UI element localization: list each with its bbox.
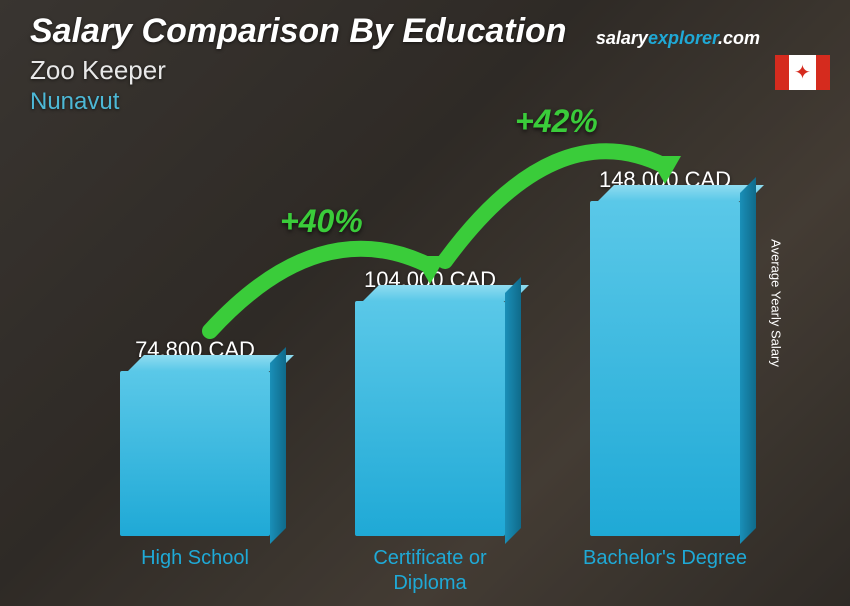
bar-group: 74,800 CADHigh School bbox=[120, 337, 270, 536]
header: Salary Comparison By Education Zoo Keepe… bbox=[30, 12, 567, 116]
country-flag-icon: ✦ bbox=[775, 55, 830, 90]
bar-category-label: Bachelor's Degree bbox=[570, 546, 760, 571]
bar-group: 104,000 CADCertificate or Diploma bbox=[355, 267, 505, 536]
maple-leaf-icon: ✦ bbox=[794, 63, 811, 83]
brand-logo: salaryexplorer.com bbox=[596, 28, 760, 49]
bar bbox=[120, 371, 270, 536]
brand-part-3: .com bbox=[718, 28, 760, 48]
bar-category-label: High School bbox=[100, 546, 290, 571]
brand-part-1: salary bbox=[596, 28, 648, 48]
flag-right-bar bbox=[816, 55, 830, 90]
region-label: Nunavut bbox=[30, 88, 567, 116]
bar bbox=[355, 301, 505, 536]
bar-group: 148,000 CADBachelor's Degree bbox=[590, 167, 740, 536]
bar-chart: 74,800 CADHigh School 104,000 CADCertific… bbox=[80, 116, 760, 536]
chart-container: Salary Comparison By Education Zoo Keepe… bbox=[0, 0, 850, 606]
flag-center: ✦ bbox=[789, 55, 817, 90]
flag-left-bar bbox=[775, 55, 789, 90]
brand-part-2: explorer bbox=[648, 28, 718, 48]
y-axis-label: Average Yearly Salary bbox=[769, 239, 784, 367]
bar bbox=[590, 201, 740, 536]
job-title: Zoo Keeper bbox=[30, 55, 567, 86]
page-title: Salary Comparison By Education bbox=[30, 12, 567, 51]
bar-category-label: Certificate or Diploma bbox=[335, 546, 525, 596]
